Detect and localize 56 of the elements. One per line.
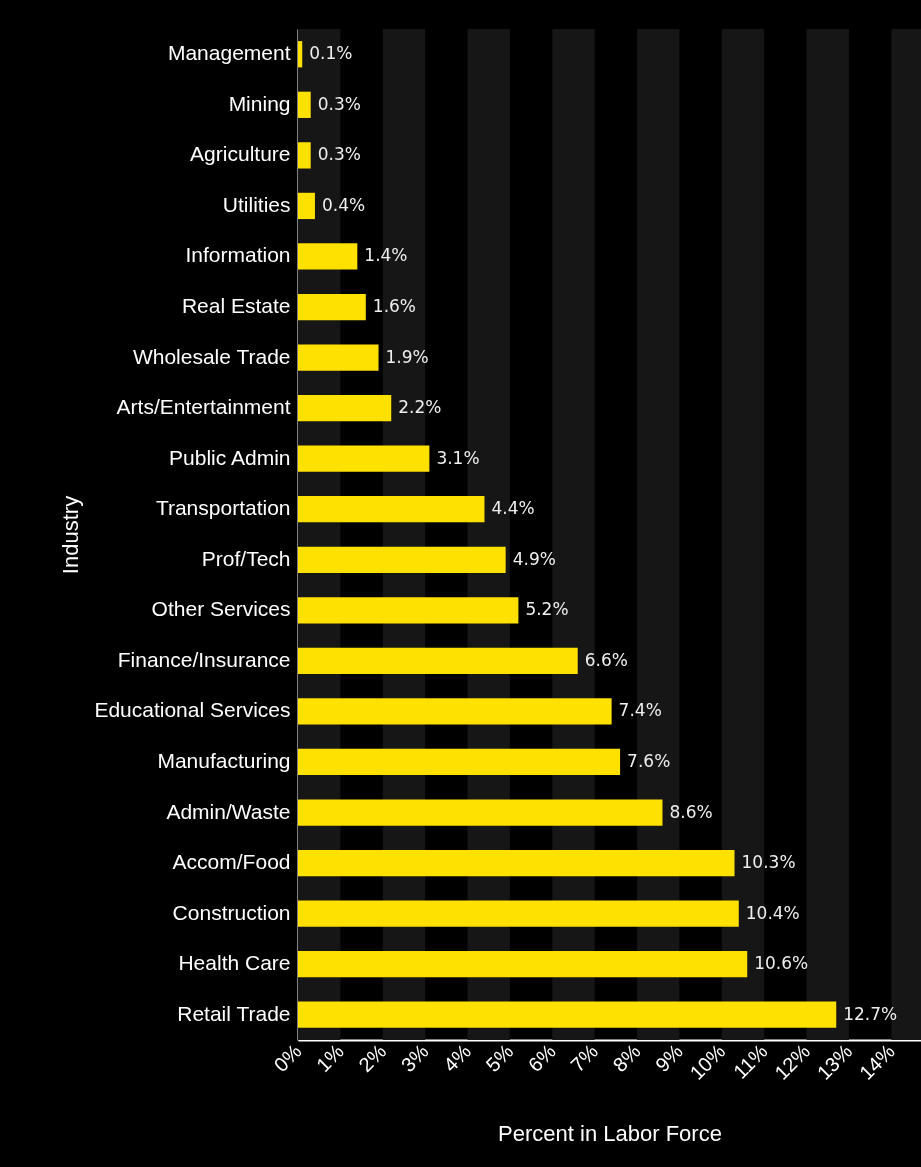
y-tick-label: Manufacturing: [157, 748, 291, 772]
data-label: 1.4%: [364, 245, 408, 266]
data-label: 8.6%: [669, 801, 713, 822]
y-tick-label: Mining: [228, 91, 291, 115]
x-tick-label: 8%: [608, 1039, 645, 1077]
data-label: 12.7%: [843, 1003, 898, 1024]
data-label: 4.4%: [491, 498, 535, 519]
x-tick-label: 7%: [566, 1039, 603, 1077]
y-tick-label: Admin/Waste: [166, 799, 291, 823]
y-tick-label: Finance/Insurance: [117, 647, 291, 671]
y-tick-label: Construction: [172, 900, 291, 924]
data-label: 1.6%: [372, 296, 417, 317]
x-tick-label: 11%: [728, 1039, 772, 1083]
y-tick-label: Arts/Entertainment: [116, 395, 291, 419]
y-tick-label: Utilities: [222, 192, 291, 216]
data-label: 7.4%: [618, 700, 662, 721]
data-label: 2.2%: [398, 397, 442, 418]
data-label: 0.1%: [309, 43, 353, 64]
x-tick-label: 0%: [269, 1039, 306, 1077]
y-tick-label: Wholesale Trade: [132, 344, 291, 368]
x-tick-label: 2%: [354, 1039, 391, 1077]
x-tick-label: 3%: [396, 1039, 433, 1077]
data-label: 10.3%: [741, 852, 796, 873]
y-tick-label: Management: [167, 41, 291, 65]
x-tick-label: 1%: [311, 1039, 349, 1077]
y-tick-label: Public Admin: [169, 445, 291, 469]
data-label: 0.3%: [317, 93, 361, 114]
y-tick-label: Retail Trade: [177, 1001, 291, 1025]
x-tick-label: 10%: [685, 1039, 730, 1084]
data-label: 1.9%: [385, 346, 429, 367]
y-tick-label: Other Services: [151, 597, 291, 621]
y-tick-label: Prof/Tech: [201, 546, 291, 570]
y-tick-label: Information: [185, 243, 291, 267]
data-label: 4.9%: [512, 548, 556, 569]
y-tick-label: Accom/Food: [172, 850, 291, 874]
x-axis-title: Percent in Labor Force: [498, 1120, 722, 1146]
data-label: 0.3%: [317, 144, 361, 165]
y-tick-label: Agriculture: [190, 142, 291, 166]
data-label: 10.6%: [754, 953, 809, 974]
data-label: 6.6%: [584, 649, 628, 670]
x-tick-label: 13%: [812, 1039, 857, 1084]
data-label: 10.4%: [745, 902, 800, 923]
x-tick-label: 5%: [481, 1039, 518, 1077]
data-label: 7.6%: [627, 750, 671, 771]
data-label: 0.4%: [321, 194, 366, 215]
x-tick-label: 9%: [651, 1039, 688, 1077]
x-tick-label: 4%: [439, 1039, 476, 1077]
data-label: 5.2%: [525, 599, 569, 620]
y-axis-title: Industry: [57, 495, 83, 575]
x-tick-label: 12%: [770, 1039, 815, 1084]
data-label: 3.1%: [436, 447, 480, 468]
x-tick-label: 6%: [523, 1039, 561, 1077]
y-tick-label: Educational Services: [94, 698, 291, 722]
y-tick-label: Real Estate: [181, 294, 291, 318]
y-tick-label: Health Care: [178, 951, 291, 975]
y-tick-label: Transportation: [155, 496, 291, 520]
